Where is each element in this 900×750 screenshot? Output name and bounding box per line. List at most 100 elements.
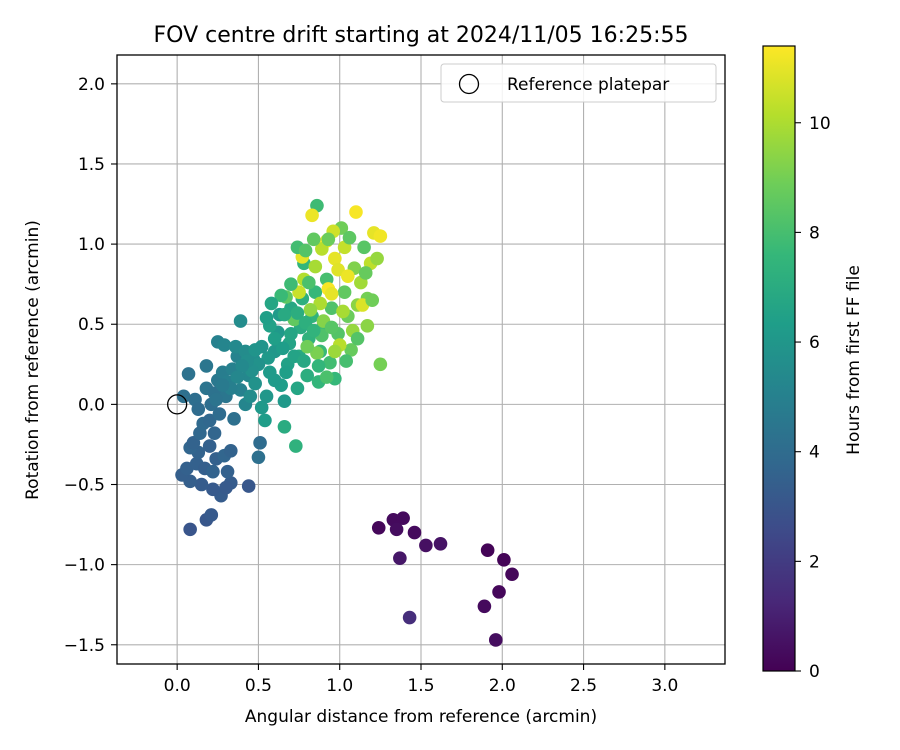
y-tick-label: 1.5 bbox=[78, 155, 105, 175]
data-point bbox=[341, 269, 355, 283]
data-point bbox=[358, 266, 373, 280]
data-point bbox=[279, 365, 293, 380]
data-point bbox=[342, 230, 357, 245]
data-point bbox=[290, 381, 305, 396]
x-tick-label: 0.0 bbox=[164, 676, 191, 696]
data-point bbox=[370, 251, 384, 266]
x-axis-ticks: 0.0 0.5 1.0 1.5 2.0 2.5 3.0 bbox=[164, 664, 678, 696]
data-point bbox=[433, 537, 448, 551]
data-point bbox=[492, 585, 506, 599]
data-point bbox=[336, 304, 350, 319]
data-point bbox=[209, 392, 223, 407]
data-point bbox=[313, 296, 328, 311]
data-point bbox=[371, 520, 386, 535]
colorbar: 0 2 4 6 8 10 Hours from first FF file bbox=[762, 45, 864, 682]
data-point bbox=[284, 327, 298, 341]
data-point bbox=[243, 389, 258, 404]
y-tick-label: 1.0 bbox=[78, 235, 105, 255]
data-point bbox=[505, 567, 519, 582]
y-axis-label: Rotation from reference (arcmin) bbox=[23, 220, 43, 500]
legend-open-circle-icon bbox=[458, 73, 480, 95]
data-point bbox=[339, 354, 354, 368]
data-point bbox=[277, 307, 292, 322]
data-point bbox=[235, 359, 249, 373]
data-point bbox=[191, 402, 206, 416]
y-tick-label: −0.5 bbox=[64, 476, 105, 496]
data-point bbox=[306, 323, 321, 338]
data-point bbox=[251, 450, 266, 465]
data-point bbox=[305, 208, 319, 223]
x-tick-label: 1.0 bbox=[326, 676, 353, 696]
data-point bbox=[477, 599, 492, 614]
colorbar-ticks: 0 2 4 6 8 10 bbox=[795, 114, 831, 682]
data-point bbox=[259, 389, 274, 404]
x-axis-label: Angular distance from reference (arcmin) bbox=[245, 707, 597, 727]
data-point bbox=[319, 370, 334, 384]
data-point bbox=[337, 285, 352, 299]
data-point bbox=[321, 232, 336, 247]
data-point bbox=[219, 480, 233, 495]
colorbar-frame bbox=[762, 45, 796, 672]
data-point bbox=[298, 243, 313, 258]
data-point bbox=[311, 359, 326, 373]
data-point bbox=[284, 277, 298, 291]
data-point bbox=[323, 355, 337, 370]
colorbar-tick-label: 4 bbox=[809, 443, 820, 463]
data-point bbox=[328, 344, 342, 359]
data-point bbox=[259, 311, 274, 325]
data-point bbox=[241, 479, 256, 493]
data-point bbox=[402, 610, 417, 625]
y-tick-label: 0.5 bbox=[78, 315, 105, 335]
data-point bbox=[223, 444, 238, 458]
data-point bbox=[497, 553, 511, 567]
data-point bbox=[393, 551, 407, 566]
data-point bbox=[344, 343, 358, 357]
data-point bbox=[360, 319, 375, 333]
data-point bbox=[396, 511, 410, 525]
data-point bbox=[300, 339, 315, 354]
data-point bbox=[183, 522, 197, 537]
data-point bbox=[277, 420, 292, 434]
data-point bbox=[373, 357, 388, 372]
data-point bbox=[324, 286, 339, 301]
data-point bbox=[253, 436, 267, 450]
data-point bbox=[328, 251, 342, 266]
data-point bbox=[350, 331, 365, 346]
chart-title: FOV centre drift starting at 2024/11/05 … bbox=[154, 23, 689, 48]
data-point bbox=[276, 341, 290, 356]
data-point bbox=[258, 413, 272, 428]
data-point bbox=[206, 482, 220, 497]
legend: Reference platepar bbox=[440, 63, 717, 103]
data-point bbox=[176, 389, 191, 404]
x-tick-label: 2.5 bbox=[570, 676, 597, 696]
data-point bbox=[357, 240, 371, 255]
data-point bbox=[217, 338, 232, 352]
scatter-points bbox=[175, 198, 519, 647]
data-point bbox=[227, 411, 241, 426]
data-point bbox=[267, 373, 282, 388]
data-point bbox=[389, 522, 404, 537]
legend-box bbox=[440, 63, 717, 103]
data-point bbox=[220, 464, 235, 479]
data-point bbox=[186, 436, 201, 450]
data-point bbox=[303, 303, 318, 317]
reference-platepar-marker bbox=[166, 394, 188, 415]
colorbar-label: Hours from first FF file bbox=[844, 265, 864, 455]
x-tick-label: 0.5 bbox=[245, 676, 272, 696]
x-tick-label: 2.0 bbox=[489, 676, 516, 696]
colorbar-tick-label: 2 bbox=[809, 552, 820, 572]
data-point bbox=[308, 259, 323, 274]
data-point bbox=[302, 275, 316, 290]
y-tick-label: −1.5 bbox=[64, 636, 105, 656]
data-point bbox=[315, 242, 329, 256]
data-point bbox=[181, 367, 196, 381]
y-tick-label: 2.0 bbox=[78, 75, 105, 95]
data-point bbox=[480, 543, 495, 558]
legend-label: Reference platepar bbox=[507, 75, 669, 95]
data-point bbox=[290, 306, 305, 320]
data-point bbox=[230, 370, 245, 384]
colorbar-tick-label: 10 bbox=[809, 114, 831, 134]
data-point bbox=[204, 508, 219, 522]
x-tick-label: 1.5 bbox=[407, 676, 434, 696]
colorbar-tick-label: 6 bbox=[809, 333, 820, 353]
